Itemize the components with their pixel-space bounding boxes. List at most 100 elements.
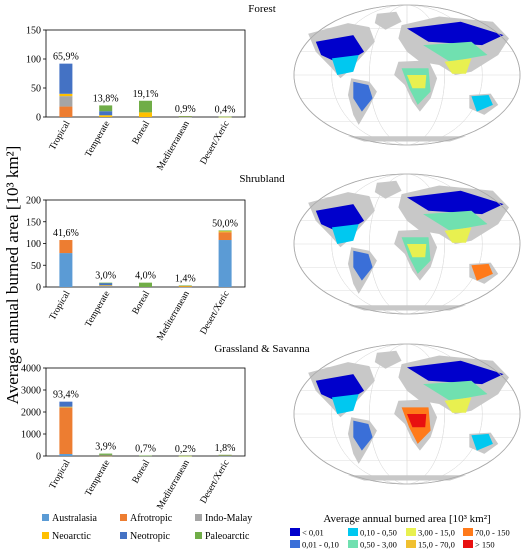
map-land-antarctica	[348, 136, 466, 142]
shared-y-axis-label: Average annual burned area [10³ km²]	[3, 146, 22, 405]
legend-swatch-paleoarctic	[195, 532, 202, 539]
legend-label: Neotropic	[130, 531, 171, 542]
bar-data-label: 3,0%	[95, 271, 116, 282]
map-burn-area-eurasiaS	[444, 58, 472, 74]
map-burn-area-eurasiaN	[407, 190, 504, 215]
bar-segment-neoarctic	[59, 406, 73, 408]
bar-segment-afrotropic	[59, 240, 73, 254]
bar-data-label: 0,2%	[175, 444, 196, 455]
bar-segment-paleoarctic	[218, 116, 232, 118]
x-tick-label: Boreal	[131, 119, 153, 146]
chart-panel-3: Grassland & Savanna 0 1000 2000 3000 4000 93,4…	[21, 343, 310, 511]
y-tick-label: 150	[26, 217, 41, 228]
y-tick-label: 200	[26, 196, 41, 207]
bar-segment-afrotropic	[178, 286, 192, 287]
bar-segment-neoarctic	[99, 285, 113, 286]
bar-segment-indo-malay	[59, 407, 73, 408]
x-tick-label: Temperate	[84, 120, 113, 160]
bar-segment-afrotropic	[59, 407, 73, 455]
y-axis-label: Average annual burned area [10³ km²]	[3, 146, 22, 405]
bar-segment-neoarctic	[218, 231, 232, 233]
bar-data-label: 4,0%	[135, 271, 156, 282]
bar-segment-australasia	[59, 454, 73, 456]
x-tick-label: Desert/Xeric	[199, 459, 232, 506]
x-tick-label: Tropical	[48, 458, 73, 491]
bar-data-label: 19,1%	[133, 89, 159, 100]
map-land-greenland	[374, 350, 402, 369]
map-burn-area-southAmerica	[353, 81, 373, 112]
y-tick-label: 4000	[21, 364, 41, 375]
map-legend-label: 0,01 - 0,10	[302, 540, 339, 550]
y-tick-label: 100	[26, 239, 41, 250]
map-legend-swatch	[348, 540, 358, 548]
bar-legend: Australasia Afrotropic Indo-Malay Neoarctic…	[42, 513, 252, 542]
world-map-3	[293, 343, 521, 485]
legend-swatch-neoarctic	[42, 532, 49, 539]
bar-segment-indo-malay	[59, 96, 73, 107]
bar-segment-paleoarctic	[99, 282, 113, 284]
bar-segment-paleoarctic	[178, 285, 192, 287]
map-legend-swatch	[406, 540, 416, 548]
bar-segment-neotropic	[218, 455, 232, 456]
map-burn-area-northAmerica2	[331, 394, 359, 414]
map-burn-area-eurasiaN	[407, 21, 504, 46]
bar-data-label: 50,0%	[212, 218, 238, 229]
world-map-2	[293, 173, 521, 315]
chart-title: Grassland & Savanna	[214, 343, 309, 355]
bar-segment-neoarctic	[99, 115, 113, 117]
chart-title: Forest	[248, 3, 276, 15]
map-border	[293, 173, 521, 315]
map-legend-swatch	[290, 540, 300, 548]
map-land-greenland	[374, 11, 402, 30]
y-tick-label: 2000	[21, 408, 41, 419]
map-burn-area-australia	[471, 433, 493, 451]
bar-segment-paleoarctic	[139, 100, 152, 113]
bar-segment-neoarctic	[178, 285, 192, 287]
bar-segment-neotropic	[59, 401, 73, 407]
x-tick-label: Boreal	[131, 458, 153, 485]
legend-label: Indo-Malay	[205, 513, 252, 524]
legend-swatch-afrotropic	[120, 514, 127, 521]
bar-data-label: 0,9%	[175, 104, 196, 115]
x-tick-label: Desert/Xeric	[199, 290, 232, 337]
chart-panel-2: Shrubland 0 50 100 150 200 41,6% Tropical 3,0% Te…	[26, 173, 285, 342]
bar-segment-neotropic	[99, 283, 113, 286]
map-legend-swatch	[348, 528, 358, 536]
legend-swatch-australasia	[42, 514, 49, 521]
legend-label: Paleoarctic	[205, 531, 250, 542]
bar-data-label: 1,8%	[215, 443, 236, 454]
chart-panels: Forest 0 50 100 150 65,9% Tropical 13,8% Tempera…	[21, 3, 310, 511]
map-burn-area-northAmerica2	[331, 224, 359, 244]
bar-segment-paleoarctic	[218, 230, 232, 232]
bar-segment-neoarctic	[99, 455, 113, 457]
map-land-greenland	[374, 180, 402, 199]
bar-segment-paleoarctic	[178, 455, 192, 457]
x-tick-label: Mediterranean	[156, 119, 192, 172]
map-legend-label: 15,0 - 70,0	[418, 540, 455, 550]
bar-segment-neotropic	[99, 111, 113, 116]
map-burn-area-eurasiaS	[444, 397, 472, 413]
map-border	[293, 4, 521, 146]
bar-segment-afrotropic	[59, 106, 73, 117]
map-burn-area-africaCore	[407, 75, 427, 89]
bar-segment-neotropic	[59, 63, 73, 94]
legend-swatch-neotropic	[120, 532, 127, 539]
map-burn-area-australia	[471, 95, 493, 112]
world-maps	[293, 4, 521, 485]
map-burn-area-northAmerica2	[331, 55, 359, 75]
y-tick-label: 0	[36, 452, 41, 463]
chart-panel-1: Forest 0 50 100 150 65,9% Tropical 13,8% Tempera…	[26, 3, 276, 172]
y-tick-label: 50	[31, 261, 41, 272]
x-tick-label: Boreal	[131, 289, 153, 316]
map-legend: Average annual burned area [10³ km²] < 0,…	[290, 513, 510, 550]
bar-segment-australasia	[99, 286, 113, 287]
bar-data-label: 0,7%	[135, 444, 156, 455]
bar-segment-paleoarctic	[99, 105, 113, 112]
map-legend-label: 70,0 - 150	[475, 528, 510, 538]
map-burn-area-africaCore	[407, 244, 427, 258]
map-land-antarctica	[348, 475, 466, 481]
bar-segment-neoarctic	[139, 112, 152, 117]
x-tick-label: Tropical	[48, 289, 73, 322]
chart-title: Shrubland	[239, 173, 285, 185]
